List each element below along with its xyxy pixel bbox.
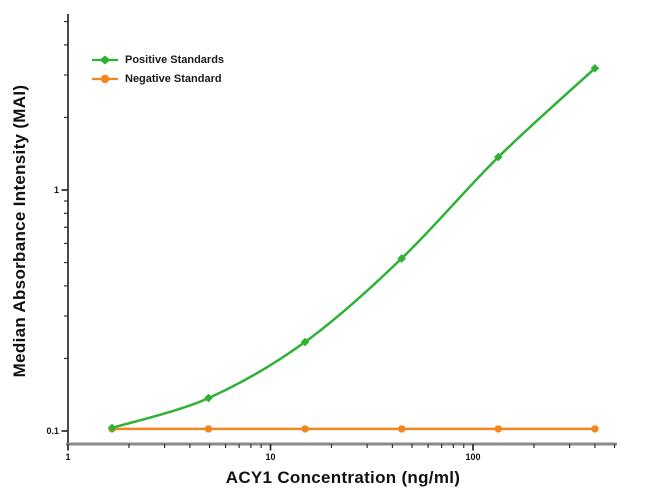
x-tick-label: 10 bbox=[265, 452, 275, 462]
positive-data-point bbox=[300, 337, 310, 347]
negative-data-point bbox=[301, 425, 309, 433]
negative-data-point bbox=[204, 425, 213, 433]
positive-data-point bbox=[107, 423, 117, 433]
legend: Positive Standards Negative Standard bbox=[92, 50, 224, 88]
legend-item-negative-standard: Negative Standard bbox=[92, 69, 224, 88]
negative-data-point bbox=[397, 425, 406, 433]
positive-data-point bbox=[397, 254, 406, 263]
x-tick-label: 1 bbox=[65, 452, 70, 462]
x-tick-label: 100 bbox=[465, 452, 480, 462]
negative-series-marker-icon bbox=[92, 74, 118, 83]
y-tick-label: 1 bbox=[54, 185, 59, 195]
positive-data-point bbox=[204, 393, 213, 403]
negative-data-point bbox=[591, 425, 599, 433]
positive-data-point bbox=[590, 63, 600, 73]
legend-label-positive: Positive Standards bbox=[125, 53, 225, 66]
positive-series-marker-icon bbox=[92, 55, 118, 64]
legend-item-positive-standards: Positive Standards bbox=[92, 50, 224, 69]
negative-data-point bbox=[494, 425, 502, 433]
x-axis-title: ACY1 Concentration (ng/ml) bbox=[225, 468, 461, 487]
positive-series-line bbox=[110, 67, 597, 430]
legend-label-negative: Negative Standard bbox=[125, 72, 222, 85]
y-tick-label: 0.1 bbox=[46, 426, 59, 436]
positive-data-point bbox=[493, 152, 503, 162]
